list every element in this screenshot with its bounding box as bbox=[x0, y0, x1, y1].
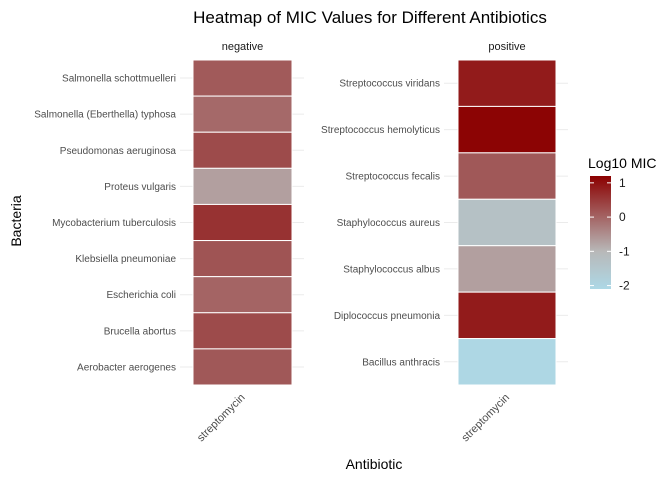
heatmap-cell bbox=[192, 95, 293, 133]
y-tick-label: Staphylococcus aureus bbox=[337, 218, 440, 229]
heatmap-cell bbox=[192, 167, 293, 205]
y-tick-label: Streptococcus fecalis bbox=[346, 172, 441, 183]
y-tick-label: Pseudomonas aeruginosa bbox=[60, 146, 177, 157]
legend: Log10 MIC 1 0 -1 -2 bbox=[588, 155, 656, 293]
heatmap-cell bbox=[192, 240, 293, 278]
y-tick-label: Diplococcus pneumonia bbox=[334, 311, 441, 322]
x-tick-label: streptomycin bbox=[195, 392, 248, 445]
heatmap-cell bbox=[192, 131, 293, 169]
y-tick-label: Bacillus anthracis bbox=[362, 357, 440, 368]
facet-label-positive: positive bbox=[488, 41, 525, 53]
y-axis-label: Bacteria bbox=[8, 195, 24, 247]
panel-positive: positive Streptococcus viridans Streptococ… bbox=[321, 41, 568, 444]
heatmap-cell bbox=[457, 105, 557, 154]
heatmap-cell bbox=[192, 59, 293, 97]
y-tick-label: Brucella abortus bbox=[104, 326, 176, 337]
heatmap-cell bbox=[192, 203, 293, 242]
y-tick-label: Aerobacter aerogenes bbox=[77, 362, 176, 373]
heatmap-cell bbox=[457, 291, 557, 340]
y-tick-label: Salmonella (Eberthella) typhosa bbox=[34, 110, 176, 121]
y-tick-label: Salmonella schottmuelleri bbox=[62, 74, 176, 85]
y-tick-label: Mycobacterium tuberculosis bbox=[52, 218, 176, 229]
heatmap-cell bbox=[457, 59, 557, 107]
legend-colorbar bbox=[590, 176, 611, 289]
heatmap-cell bbox=[457, 198, 557, 247]
legend-tick-label: 0 bbox=[619, 210, 626, 224]
y-tick-label: Klebsiella pneumoniae bbox=[75, 254, 176, 265]
heatmap-cell bbox=[192, 276, 293, 314]
x-tick-label: streptomycin bbox=[460, 392, 513, 445]
heatmap-cell bbox=[192, 348, 293, 386]
y-tick-label: Streptococcus viridans bbox=[339, 79, 440, 90]
legend-tick-label: -1 bbox=[619, 244, 630, 258]
heatmap-cell bbox=[457, 245, 557, 293]
y-tick-label: Proteus vulgaris bbox=[104, 182, 176, 193]
chart-title: Heatmap of MIC Values for Different Anti… bbox=[193, 8, 547, 27]
legend-tick-label: -2 bbox=[619, 279, 630, 293]
facet-label-negative: negative bbox=[222, 41, 264, 53]
y-tick-label: Streptococcus hemolyticus bbox=[321, 125, 440, 136]
heatmap-cell bbox=[457, 152, 557, 200]
legend-ticks: 1 0 -1 -2 bbox=[590, 176, 630, 293]
y-tick-label: Escherichia coli bbox=[107, 290, 176, 301]
panel-negative: negative Salmonella schottmuelleri Salmone… bbox=[34, 41, 304, 444]
legend-tick-label: 1 bbox=[619, 176, 626, 190]
heatmap-cell bbox=[457, 338, 557, 386]
legend-title: Log10 MIC bbox=[588, 155, 656, 171]
y-tick-label: Staphylococcus albus bbox=[343, 264, 440, 275]
heatmap-cell bbox=[192, 312, 293, 350]
x-axis-label: Antibiotic bbox=[346, 456, 403, 472]
